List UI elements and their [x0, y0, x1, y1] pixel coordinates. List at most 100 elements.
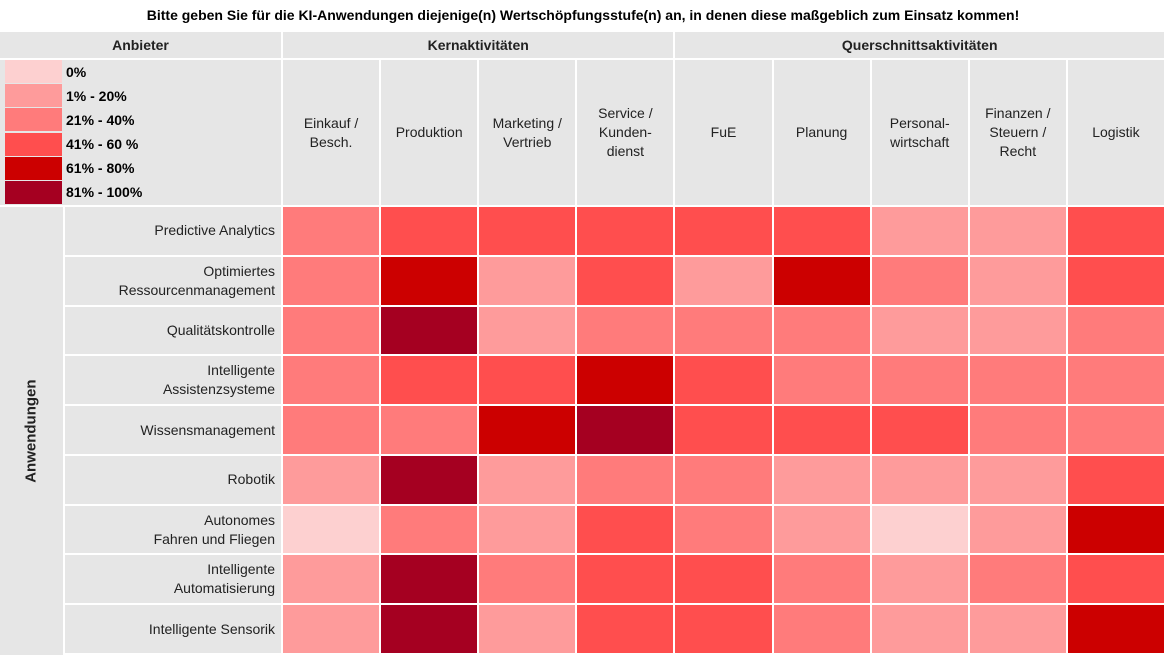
row-group-panel: Anwendungen: [0, 207, 63, 655]
heat-cell: [283, 256, 380, 305]
heat-cell: [871, 455, 968, 504]
heat-cell: [577, 555, 674, 604]
heat-cell: [675, 455, 772, 504]
heat-cell: [675, 207, 772, 255]
row-label: Qualitätskontrolle: [65, 306, 281, 355]
heat-cell: [773, 605, 870, 653]
heat-cell: [871, 555, 968, 604]
legend-swatch: [5, 60, 62, 84]
row-label: Optimiertes Ressourcenmanagement: [65, 256, 281, 305]
heat-cell: [283, 605, 380, 653]
heat-cell: [577, 605, 674, 653]
legend-swatch: [5, 108, 62, 132]
legend-swatch: [5, 156, 62, 180]
heat-cell: [675, 306, 772, 355]
heat-cell: [283, 505, 380, 554]
heat-cell: [871, 406, 968, 454]
column-header: FuE: [675, 60, 772, 205]
heat-cell: [1067, 256, 1164, 305]
heat-cell: [479, 406, 576, 454]
heat-cell: [969, 555, 1066, 604]
heat-cell: [871, 356, 968, 405]
heat-cell: [577, 256, 674, 305]
legend-label: 0%: [66, 63, 87, 80]
heat-cell: [773, 406, 870, 454]
heat-cell: [773, 256, 870, 305]
heat-cell: [773, 306, 870, 355]
legend-swatch: [5, 180, 62, 204]
heat-cell: [675, 555, 772, 604]
heat-cell: [283, 555, 380, 604]
heat-cell: [479, 256, 576, 305]
heat-cell: [577, 207, 674, 255]
heat-cell: [479, 505, 576, 554]
heat-cell: [381, 356, 478, 405]
heat-cell: [871, 605, 968, 653]
heat-cell: [1067, 455, 1164, 504]
legend-swatch: [5, 132, 62, 156]
heat-cell: [675, 356, 772, 405]
heat-cell: [381, 455, 478, 504]
heat-cell: [577, 406, 674, 454]
legend-label: 21% - 40%: [66, 111, 135, 128]
heat-cell: [871, 505, 968, 554]
heat-cell: [675, 605, 772, 653]
heat-cell: [969, 356, 1066, 405]
column-header: Finanzen / Steuern / Recht: [969, 60, 1066, 205]
heat-cell: [381, 605, 478, 653]
heat-cell: [1067, 555, 1164, 604]
heat-cell: [381, 306, 478, 355]
heat-cell: [773, 207, 870, 255]
legend-swatch: [5, 84, 62, 108]
heat-cell: [871, 256, 968, 305]
heat-cell: [283, 406, 380, 454]
column-header: Personal- wirtschaft: [871, 60, 968, 205]
heat-cell: [381, 555, 478, 604]
heat-cell: [283, 306, 380, 355]
heat-cell: [479, 555, 576, 604]
row-label: Intelligente Automatisierung: [65, 555, 281, 604]
heat-cell: [577, 356, 674, 405]
title: Bitte geben Sie für die KI-Anwendungen d…: [146, 6, 1020, 23]
heat-cell: [479, 455, 576, 504]
heat-cell: [773, 356, 870, 405]
legend-label: 1% - 20%: [66, 87, 127, 104]
heat-cell: [577, 505, 674, 554]
legend-label: 41% - 60 %: [66, 136, 139, 153]
heat-cell: [969, 505, 1066, 554]
heat-cell: [479, 207, 576, 255]
group-header: Kernaktivitäten: [283, 32, 674, 58]
heat-cell: [969, 455, 1066, 504]
heat-cell: [1067, 406, 1164, 454]
heat-cell: [283, 455, 380, 504]
heat-cell: [479, 306, 576, 355]
heat-cell: [1067, 306, 1164, 355]
heat-cell: [479, 605, 576, 653]
heat-cell: [381, 505, 478, 554]
row-group-label: Anwendungen: [22, 379, 40, 483]
column-header: Service / Kunden- dienst: [577, 60, 674, 205]
heat-cell: [381, 406, 478, 454]
heat-cell: [1067, 207, 1164, 255]
heat-cell: [1067, 356, 1164, 405]
column-header: Produktion: [381, 60, 478, 205]
heat-cell: [969, 256, 1066, 305]
heat-cell: [969, 406, 1066, 454]
row-label: Predictive Analytics: [65, 207, 281, 255]
heat-cell: [381, 256, 478, 305]
heat-cell: [773, 505, 870, 554]
column-header: Logistik: [1067, 60, 1164, 205]
legend-label: 81% - 100%: [66, 184, 143, 201]
heat-cell: [1067, 605, 1164, 653]
column-header: Planung: [773, 60, 870, 205]
legend-label: 61% - 80%: [66, 160, 135, 177]
heat-cell: [283, 356, 380, 405]
heat-cell: [871, 306, 968, 355]
row-label: Robotik: [65, 455, 281, 504]
row-label: Autonomes Fahren und Fliegen: [65, 505, 281, 554]
provider-header: Anbieter: [0, 32, 281, 58]
heat-cell: [479, 356, 576, 405]
row-label: Intelligente Sensorik: [65, 605, 281, 653]
heat-cell: [675, 406, 772, 454]
